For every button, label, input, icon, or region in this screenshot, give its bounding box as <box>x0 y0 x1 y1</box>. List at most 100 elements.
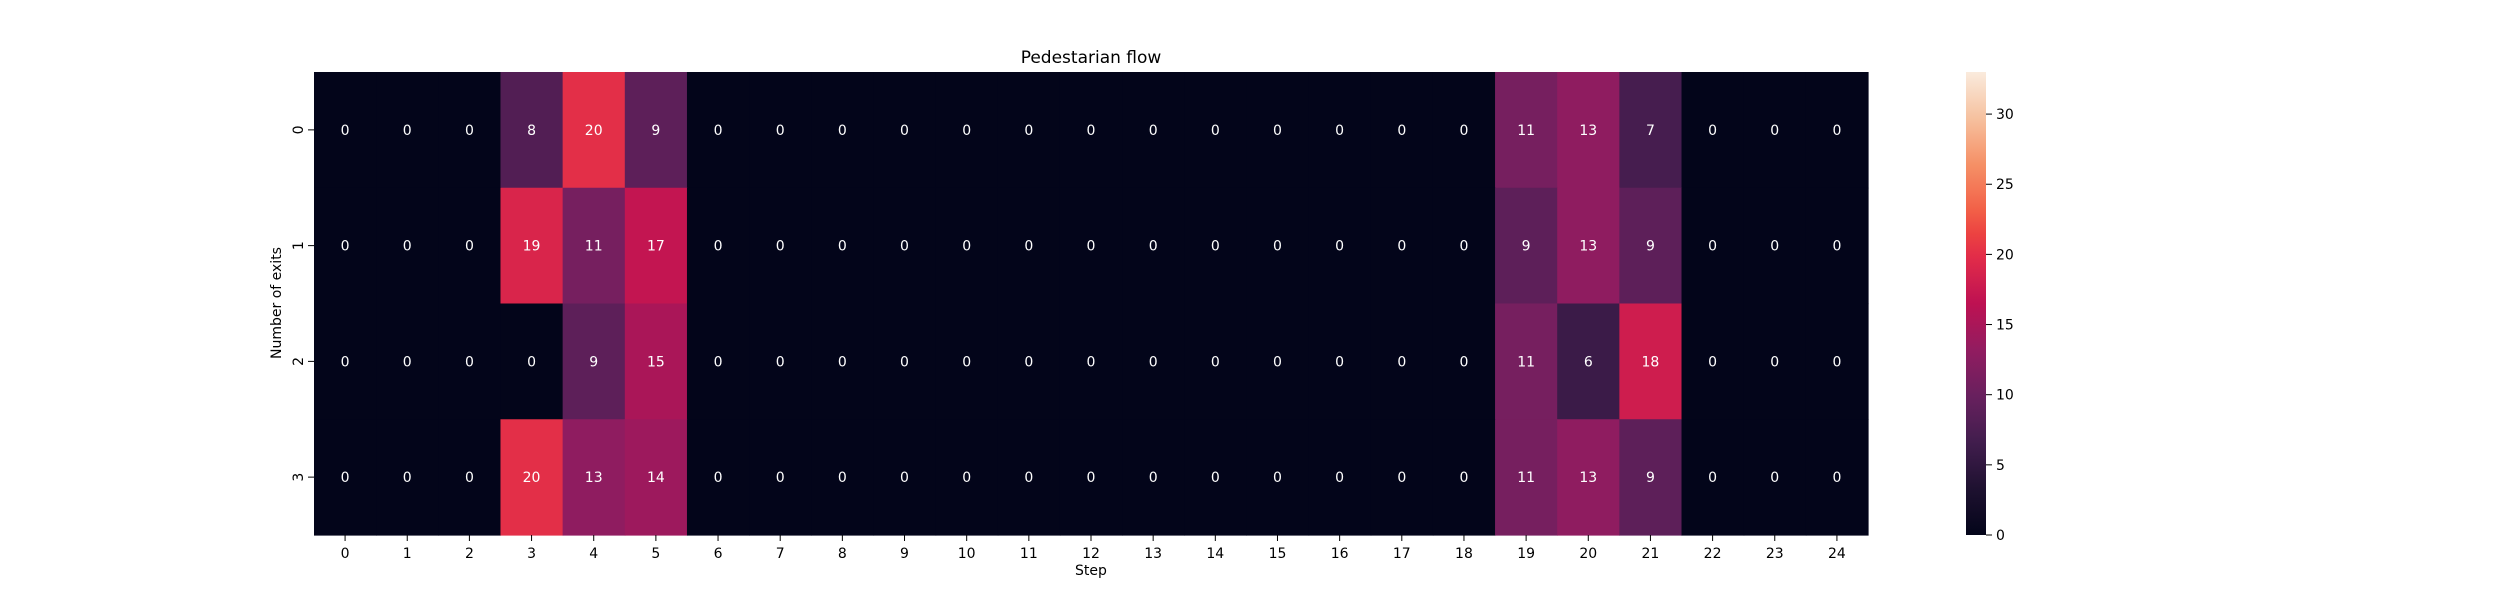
heatmap-cell <box>438 72 502 189</box>
heatmap-cell <box>1805 72 1869 189</box>
cell-value-label: 0 <box>838 354 847 370</box>
cell-value-label: 0 <box>1273 354 1282 370</box>
heatmap-cell <box>314 187 377 305</box>
heatmap-cell <box>1495 419 1558 536</box>
heatmap-cell <box>1432 303 1496 420</box>
heatmap-cell <box>1495 72 1558 189</box>
cell-value-label: 13 <box>1579 470 1597 486</box>
cell-value-label: 0 <box>1024 354 1033 370</box>
heatmap-cell <box>1619 72 1683 189</box>
heatmap-cell <box>1743 419 1807 536</box>
heatmap-cell <box>1308 419 1372 536</box>
y-tick-label: 3 <box>291 473 307 482</box>
x-tick-label: 8 <box>838 546 847 562</box>
heatmap-cell <box>624 72 688 189</box>
cell-value-label: 0 <box>962 239 971 255</box>
heatmap-cell <box>935 303 999 420</box>
heatmap-cell <box>686 303 750 420</box>
heatmap-cell <box>438 187 502 305</box>
cell-value-label: 0 <box>714 239 723 255</box>
heatmap-cell <box>1246 303 1310 420</box>
heatmap-cell <box>1743 303 1807 420</box>
cell-value-label: 0 <box>403 239 412 255</box>
heatmap-cell <box>686 187 750 305</box>
cell-value-label: 9 <box>589 354 598 370</box>
x-tick-label: 1 <box>403 546 412 562</box>
heatmap-cell <box>873 303 937 420</box>
colorbar-tick-label: 20 <box>1996 247 2014 263</box>
cell-value-label: 11 <box>1517 470 1535 486</box>
cell-value-label: 0 <box>341 239 350 255</box>
cell-value-label: 0 <box>1335 470 1344 486</box>
colorbar-ticks: 0 5 10 15 20 25 30 <box>1986 107 2014 544</box>
cell-value-label: 13 <box>1579 239 1597 255</box>
x-tick-label: 13 <box>1144 546 1162 562</box>
x-tick-label: 5 <box>651 546 660 562</box>
cell-value-label: 0 <box>403 354 412 370</box>
cell-value-label: 0 <box>838 470 847 486</box>
cell-value-label: 0 <box>1397 354 1406 370</box>
cell-value-label: 0 <box>341 123 350 139</box>
heatmap-cell <box>1370 72 1434 189</box>
cell-value-label: 0 <box>1335 239 1344 255</box>
cell-value-label: 0 <box>1024 123 1033 139</box>
heatmap-cell <box>1557 187 1620 305</box>
heatmap-cell <box>749 419 812 536</box>
colorbar-tick-label: 30 <box>1996 107 2014 123</box>
cell-value-label: 0 <box>900 354 909 370</box>
heatmap-cell <box>1557 419 1620 536</box>
x-axis-label: Step <box>1075 563 1107 579</box>
heatmap-cell <box>1122 303 1185 420</box>
x-axis-ticks: 0 1 2 3 4 5 6 7 8 9 10 11 12 13 14 15 16 17 18 19 20 21 22 23 24 <box>341 535 1846 562</box>
cell-value-label: 11 <box>585 239 603 255</box>
heatmap-cell <box>1557 303 1620 420</box>
cell-value-label: 9 <box>1646 470 1655 486</box>
heatmap-cell <box>1619 303 1683 420</box>
x-tick-label: 22 <box>1704 546 1722 562</box>
heatmap-cell <box>562 187 626 305</box>
cell-value-label: 0 <box>1211 354 1220 370</box>
x-tick-label: 12 <box>1082 546 1100 562</box>
heatmap-cell <box>686 419 750 536</box>
heatmap-cell <box>1432 419 1496 536</box>
heatmap-cell <box>1308 72 1372 189</box>
cell-value-label: 0 <box>1273 239 1282 255</box>
x-tick-label: 6 <box>714 546 723 562</box>
cell-value-label: 0 <box>1149 470 1158 486</box>
y-axis-label: Number of exits <box>269 247 285 359</box>
heatmap-cell-labels: 0 0 0 8 20 9 0 0 0 0 0 0 0 0 0 0 0 0 0 11 13 7 0 0 0 0 0 0 19 11 17 0 0 0… <box>341 123 1842 486</box>
cell-value-label: 0 <box>776 123 785 139</box>
cell-value-label: 0 <box>465 123 474 139</box>
cell-value-label: 0 <box>900 470 909 486</box>
heatmap-cell <box>500 72 564 189</box>
heatmap-cell <box>1246 187 1310 305</box>
cell-value-label: 0 <box>962 470 971 486</box>
x-tick-label: 10 <box>958 546 976 562</box>
heatmap-cell <box>1681 72 1745 189</box>
cell-value-label: 0 <box>1459 354 1468 370</box>
cell-value-label: 18 <box>1642 354 1660 370</box>
heatmap-cell <box>1495 303 1558 420</box>
heatmap-cell <box>438 419 502 536</box>
x-tick-label: 11 <box>1020 546 1038 562</box>
cell-value-label: 8 <box>527 123 536 139</box>
cell-value-label: 0 <box>465 470 474 486</box>
cell-value-label: 19 <box>523 239 541 255</box>
cell-value-label: 0 <box>838 123 847 139</box>
heatmap-cell <box>624 303 688 420</box>
heatmap-cell <box>1805 187 1869 305</box>
cell-value-label: 0 <box>1708 354 1717 370</box>
heatmap-cell <box>1184 187 1247 305</box>
x-tick-label: 18 <box>1455 546 1473 562</box>
heatmap-cell <box>811 187 875 305</box>
cell-value-label: 20 <box>523 470 541 486</box>
cell-value-label: 0 <box>776 239 785 255</box>
cell-value-label: 0 <box>1335 354 1344 370</box>
heatmap-cell <box>1681 419 1745 536</box>
cell-value-label: 0 <box>1459 123 1468 139</box>
heatmap-cell <box>873 187 937 305</box>
heatmap-cell <box>1370 419 1434 536</box>
y-tick-label: 2 <box>291 357 307 366</box>
heatmap-cell <box>1184 72 1247 189</box>
x-tick-label: 17 <box>1393 546 1411 562</box>
